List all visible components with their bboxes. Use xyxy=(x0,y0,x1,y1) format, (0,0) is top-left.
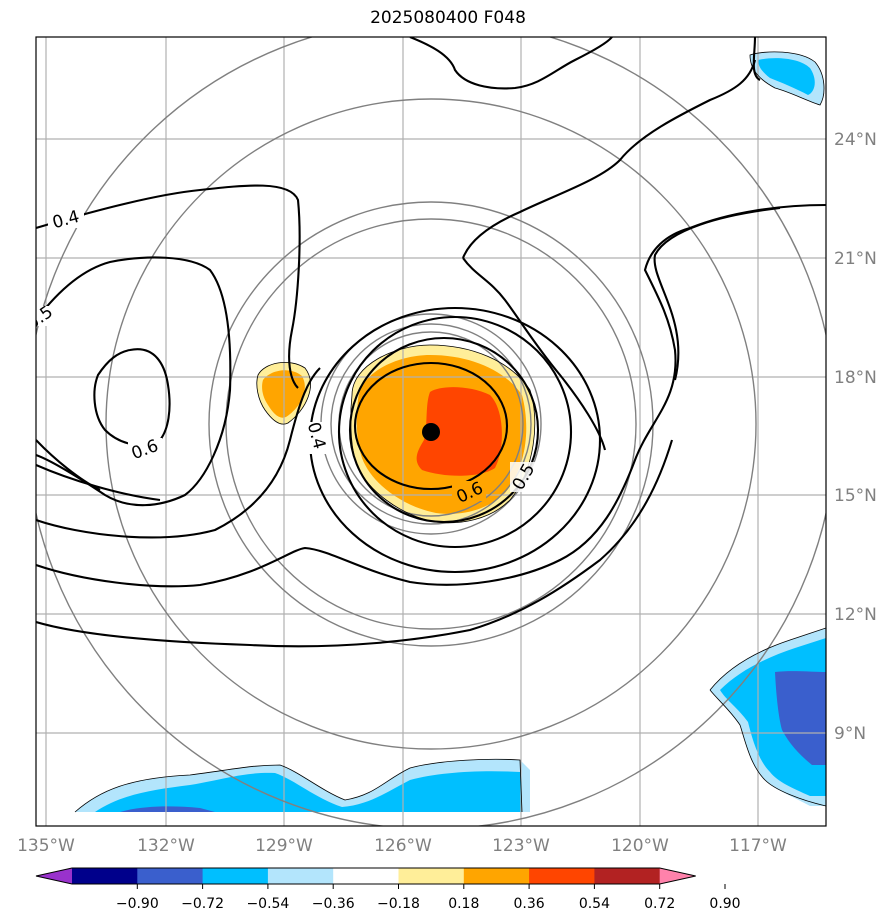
map-frame xyxy=(35,36,827,827)
latitude-tick-labels: 24°N 21°N 18°N 15°N 12°N 9°N xyxy=(834,130,877,744)
negative-anomaly-shading xyxy=(75,51,826,812)
colorbar-level-label: −0.54 xyxy=(246,896,289,912)
map-content: 0.4 0.5 0.6 0.4 0.6 0.5 xyxy=(36,37,826,826)
lon-tick: 132°W xyxy=(137,836,195,856)
colorbar-swatch xyxy=(463,868,530,884)
colorbar-level-label: 0.36 xyxy=(514,896,545,912)
lat-tick: 18°N xyxy=(834,368,877,388)
colorbar-swatch xyxy=(72,868,138,884)
positive-anomaly-shading xyxy=(256,345,535,523)
shading-outline xyxy=(74,51,826,813)
colorbar-level-label: 0.90 xyxy=(709,896,740,912)
colorbar-swatch xyxy=(333,868,399,884)
colorbar-level-label: 0.18 xyxy=(448,896,479,912)
lon-tick: 117°W xyxy=(729,836,787,856)
colorbar-level-label: −0.18 xyxy=(377,896,420,912)
lon-tick: 126°W xyxy=(374,836,432,856)
colorbar: −0.90 −0.72 −0.54 −0.36 −0.18 0.18 0.36 0.54 0.7… xyxy=(35,867,741,912)
colorbar-level-label: −0.36 xyxy=(312,896,355,912)
longitude-tick-labels: 135°W 132°W 129°W 126°W 123°W 120°W 117°… xyxy=(17,836,787,856)
lat-tick: 9°N xyxy=(834,724,866,744)
colorbar-level-label: 0.54 xyxy=(579,896,610,912)
colorbar-swatch xyxy=(529,868,595,884)
lon-tick: 135°W xyxy=(17,836,75,856)
colorbar-extend-high xyxy=(659,868,696,884)
lat-tick: 15°N xyxy=(834,486,877,506)
colorbar-level-label: −0.72 xyxy=(181,896,224,912)
colorbar-swatch xyxy=(202,868,269,884)
lat-tick: 21°N xyxy=(834,249,877,269)
storm-center-marker xyxy=(422,423,440,441)
lat-tick: 24°N xyxy=(834,130,877,150)
colorbar-extend-low xyxy=(36,868,72,884)
contour-label-group: 0.4 0.5 0.6 0.4 0.6 0.5 xyxy=(36,207,539,508)
lat-tick: 12°N xyxy=(834,605,877,625)
lon-tick: 123°W xyxy=(492,836,550,856)
colorbar-outline xyxy=(35,867,696,885)
colorbar-level-label: 0.72 xyxy=(644,896,675,912)
lon-tick: 129°W xyxy=(255,836,313,856)
colorbar-swatch xyxy=(137,868,204,884)
colorbar-swatch xyxy=(594,868,661,884)
map-title: 2025080400 F048 xyxy=(370,8,526,28)
lon-tick: 120°W xyxy=(611,836,669,856)
graticule xyxy=(36,37,826,826)
colorbar-level-label: −0.90 xyxy=(116,896,159,912)
colorbar-swatch xyxy=(267,868,334,884)
colorbar-swatch xyxy=(398,868,465,884)
